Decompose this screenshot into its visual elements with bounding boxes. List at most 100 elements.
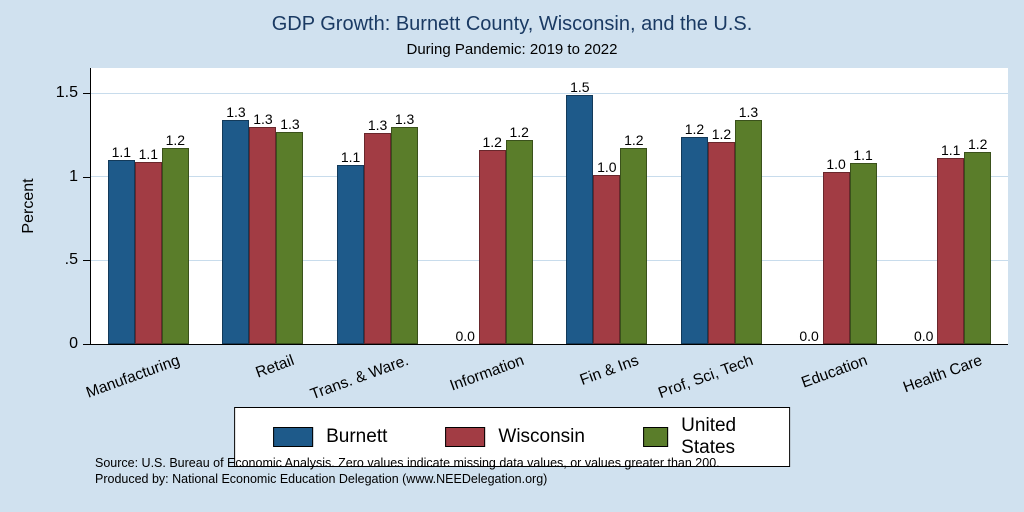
bar-with-label: 0.0 [796, 328, 823, 344]
bar-value-label: 1.0 [597, 159, 617, 176]
bar-burnett [107, 160, 135, 344]
bar-wisconsin [249, 126, 277, 344]
bar-value-label: 1.1 [940, 142, 961, 159]
bar-with-label: 1.3 [276, 115, 304, 344]
bar-value-label: 1.3 [394, 110, 415, 127]
bar-value-label: 1.2 [967, 135, 988, 152]
bar-group: 1.5 1.0 1.2 [550, 79, 665, 344]
x-axis-label: Retail [253, 352, 297, 382]
legend: Burnett Wisconsin United States [234, 407, 790, 467]
bar-united-states [276, 131, 304, 344]
x-axis-label: Education [799, 352, 870, 392]
bar-group: 0.0 1.2 1.2 [435, 124, 550, 344]
bar-with-label: 0.0 [910, 328, 937, 344]
bar-value-label: 1.2 [624, 132, 644, 149]
plot-area: 1.1 1.1 1.2 1.3 1.3 1.3 1.1 1.3 1.3 0.0 1.2 1.2 1.5 1… [90, 68, 1008, 345]
y-tick-label: 1 [69, 167, 78, 185]
bar-value-label: 1.1 [340, 149, 361, 166]
y-tick-label: 1.5 [55, 84, 78, 102]
legend-entry-burnett: Burnett [273, 426, 387, 448]
bar-value-label: 0.0 [913, 328, 934, 344]
legend-entry-united-states: United States [642, 415, 751, 459]
bars-layer: 1.1 1.1 1.2 1.3 1.3 1.3 1.1 1.3 1.3 0.0 1.2 1.2 1.5 1… [91, 68, 1008, 344]
bar-united-states [391, 126, 419, 344]
bar-burnett [337, 165, 365, 344]
legend-swatch-burnett [273, 427, 314, 447]
bar-wisconsin [593, 175, 621, 344]
x-axis-label: Information [447, 352, 527, 395]
bar-with-label: 1.2 [964, 135, 992, 344]
bar-value-label: 1.2 [509, 123, 529, 140]
chart-subtitle: During Pandemic: 2019 to 2022 [406, 41, 618, 58]
bar-with-label: 1.2 [161, 132, 189, 344]
bar-group: 0.0 1.1 1.2 [893, 136, 1008, 344]
legend-swatch-wisconsin [445, 427, 486, 447]
legend-label-wisconsin: Wisconsin [498, 426, 585, 447]
bar-burnett [680, 136, 708, 344]
bar-with-label: 1.2 [620, 132, 648, 344]
x-axis-label: Manufacturing [84, 352, 183, 402]
bar-value-label: 1.1 [138, 145, 159, 162]
bar-with-label: 1.2 [680, 120, 708, 344]
bar-value-label: 1.0 [826, 155, 846, 172]
bar-value-label: 1.3 [253, 110, 273, 127]
bar-with-label: 1.3 [391, 110, 419, 344]
bar-with-label: 1.1 [134, 145, 162, 344]
bar-with-label: 1.1 [937, 142, 965, 344]
bar-group: 1.3 1.3 1.3 [206, 104, 321, 344]
bar-with-label: 1.1 [107, 144, 135, 344]
bar-wisconsin [364, 133, 392, 344]
bar-value-label: 1.3 [367, 117, 388, 134]
chart-title: GDP Growth: Burnett County, Wisconsin, a… [271, 13, 753, 35]
bar-value-label: 1.3 [280, 115, 300, 132]
y-tick-mark [83, 93, 90, 95]
bar-united-states [849, 163, 877, 344]
y-tick-mark [83, 344, 90, 345]
gridline [91, 259, 1008, 261]
bar-united-states [734, 119, 762, 344]
bar-group: 1.2 1.2 1.3 [664, 104, 779, 344]
bar-with-label: 1.0 [593, 159, 621, 344]
bar-wisconsin [478, 149, 506, 344]
legend-label-burnett: Burnett [326, 426, 388, 447]
x-axis-label: Fin & Ins [577, 352, 641, 389]
bar-value-label: 0.0 [455, 328, 475, 344]
bar-with-label: 1.3 [734, 103, 762, 344]
bar-value-label: 1.5 [570, 78, 590, 95]
producer-note: Produced by: National Economic Education… [95, 472, 548, 486]
bar-with-label: 0.0 [452, 328, 479, 344]
bar-value-label: 1.2 [165, 132, 186, 149]
y-tick-label: 0 [69, 335, 78, 352]
bar-wisconsin [134, 161, 162, 344]
bar-with-label: 1.3 [222, 103, 250, 344]
bar-united-states [505, 139, 533, 344]
bar-with-label: 1.5 [566, 78, 594, 344]
bar-value-label: 1.3 [226, 103, 246, 120]
bar-value-label: 1.3 [738, 103, 759, 120]
gridline [91, 92, 1008, 94]
bar-with-label: 1.2 [505, 123, 533, 344]
y-tick-mark [83, 260, 90, 262]
bar-wisconsin [707, 141, 735, 344]
bar-value-label: 1.1 [853, 147, 873, 164]
bar-united-states [620, 148, 648, 344]
x-axis-label: Prof, Sci, Tech [655, 352, 756, 403]
bar-value-label: 1.2 [711, 125, 732, 142]
bar-value-label: 0.0 [799, 328, 819, 344]
bar-with-label: 1.1 [337, 149, 365, 344]
bar-with-label: 1.3 [364, 117, 392, 344]
bar-united-states [964, 151, 992, 344]
bar-value-label: 1.2 [482, 133, 502, 150]
source-note: Source: U.S. Bureau of Economic Analysis… [95, 456, 720, 470]
bar-with-label: 1.0 [822, 155, 850, 344]
legend-entry-wisconsin: Wisconsin [445, 426, 585, 448]
bar-value-label: 1.2 [684, 120, 705, 137]
bar-with-label: 1.2 [478, 133, 506, 344]
bar-united-states [161, 148, 189, 344]
x-axis-label: Trans. & Ware. [308, 352, 412, 404]
bar-with-label: 1.2 [707, 125, 735, 344]
bar-burnett [222, 119, 250, 344]
x-axis-label: Health Care [900, 352, 985, 397]
y-tick-label: .5 [64, 251, 78, 269]
